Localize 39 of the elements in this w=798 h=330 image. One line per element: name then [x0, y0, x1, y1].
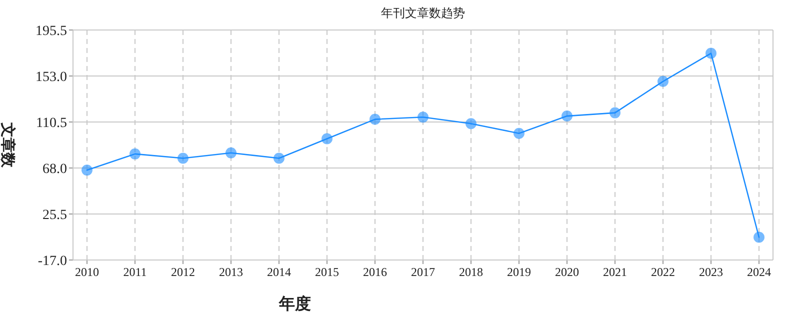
- point: [466, 118, 476, 130]
- x-axis-title: 年度: [278, 294, 311, 313]
- y-tick-label: 68.0: [42, 162, 67, 177]
- x-tick-label: 2015: [315, 265, 339, 279]
- y-tick-label: 25.5: [42, 208, 67, 223]
- y-tick-label: -17.0: [38, 254, 67, 269]
- y-tick-label: 153.0: [36, 70, 67, 85]
- point: [82, 164, 92, 176]
- point: [706, 48, 716, 59]
- y-tick-label: 110.5: [36, 116, 67, 131]
- x-tick-label: 2014: [267, 265, 291, 279]
- point: [178, 152, 188, 164]
- x-tick-label: 2020: [555, 265, 579, 279]
- x-tick-label: 2012: [171, 265, 195, 279]
- chart-title: 年刊文章数趋势: [381, 6, 465, 20]
- x-tick-label: 2013: [219, 265, 243, 279]
- x-tick-label: 2010: [75, 265, 99, 279]
- point: [562, 110, 572, 122]
- point: [130, 148, 140, 160]
- x-tick-label: 2017: [411, 265, 435, 279]
- x-tick-label: 2024: [747, 265, 771, 279]
- y-tick-label: 195.5: [36, 24, 67, 39]
- point: [370, 114, 380, 125]
- point: [754, 232, 764, 243]
- point: [274, 152, 284, 164]
- x-tick-label: 2018: [459, 265, 483, 279]
- y-axis-title: 文章数: [0, 122, 17, 168]
- point: [610, 107, 620, 118]
- point: [226, 147, 236, 158]
- point: [514, 128, 524, 139]
- x-tick-label: 2023: [699, 265, 723, 279]
- x-tick-label: 2022: [651, 265, 675, 279]
- point: [418, 112, 428, 123]
- x-tick-label: 2011: [123, 265, 147, 279]
- x-tick-label: 2021: [603, 265, 627, 279]
- x-tick-label: 2016: [363, 265, 387, 279]
- point: [658, 76, 668, 87]
- point: [322, 133, 332, 144]
- x-tick-label: 2019: [507, 265, 531, 279]
